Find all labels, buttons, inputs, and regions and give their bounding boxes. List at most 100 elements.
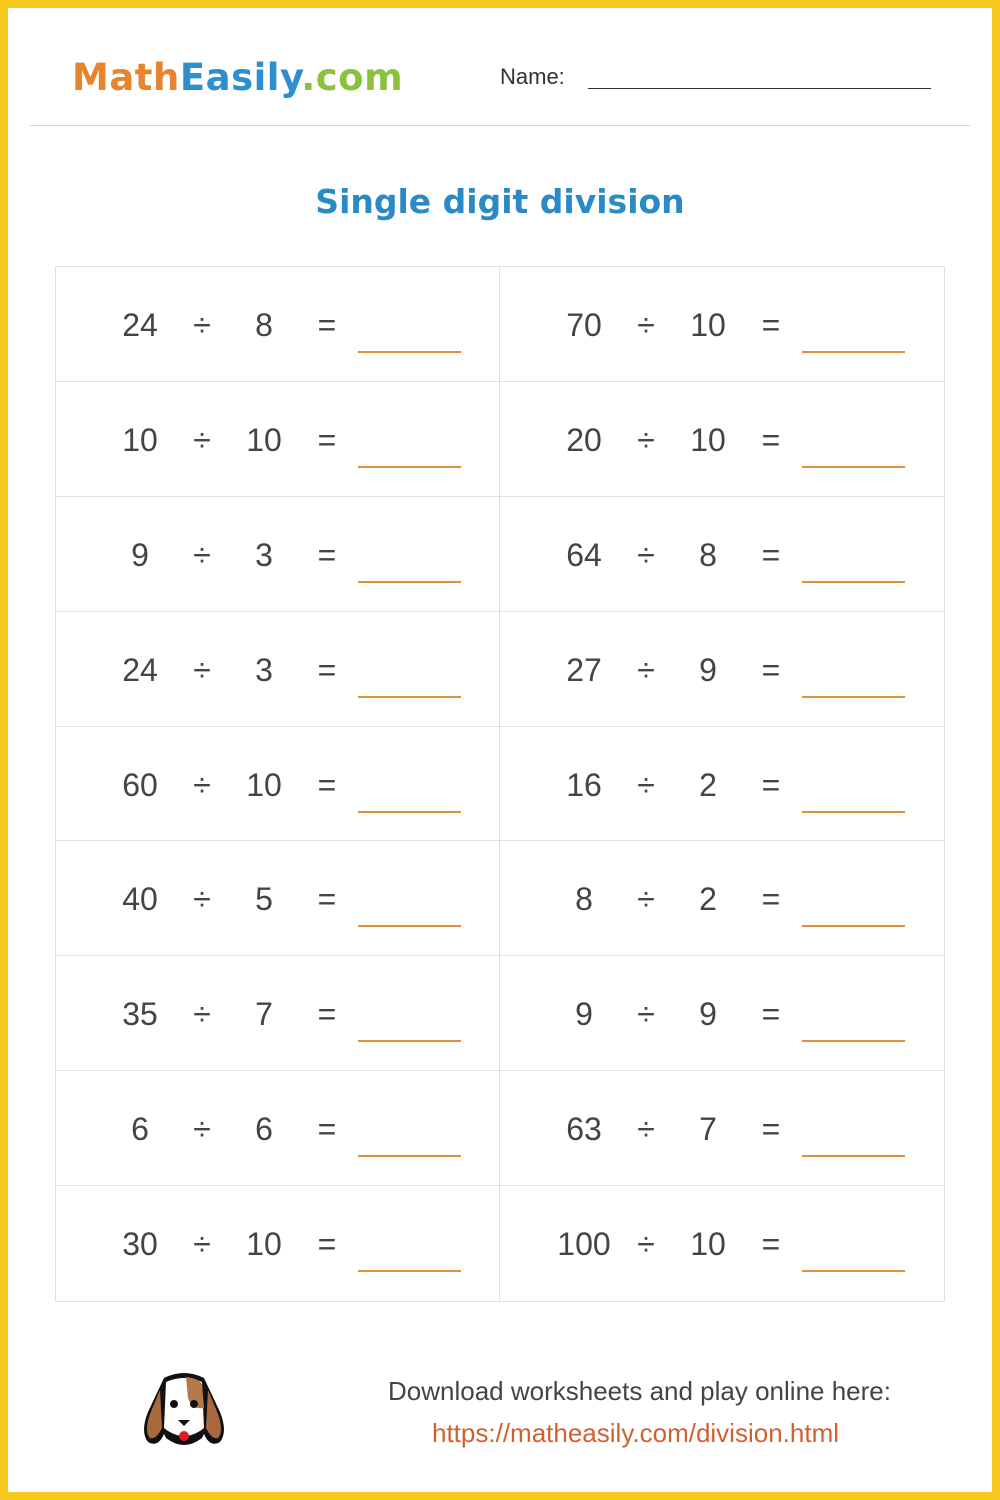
- answer-blank[interactable]: [802, 580, 905, 583]
- footer-link[interactable]: https://matheasily.com/division.html: [432, 1418, 839, 1448]
- problem-cell: 70 ÷ 10 =: [500, 267, 944, 382]
- divide-sign: ÷: [637, 1111, 655, 1148]
- equals-sign: =: [317, 1111, 337, 1148]
- equals-sign: =: [761, 651, 781, 688]
- divisor: 3: [255, 536, 273, 573]
- dividend: 70: [566, 307, 602, 343]
- divisor: 8: [255, 307, 273, 343]
- divisor: 10: [690, 1226, 726, 1263]
- dividend: 10: [122, 421, 158, 458]
- divide-sign: ÷: [193, 651, 211, 688]
- answer-blank[interactable]: [802, 1155, 905, 1158]
- equals-sign: =: [317, 881, 337, 918]
- problem-cell: 100 ÷ 10 =: [500, 1186, 944, 1301]
- dividend: 60: [122, 766, 158, 803]
- divisor: 7: [255, 996, 273, 1033]
- dividend: 64: [566, 536, 602, 573]
- name-field[interactable]: [588, 88, 931, 89]
- answer-blank[interactable]: [358, 695, 461, 698]
- equals-sign: =: [761, 536, 781, 573]
- divisor: 3: [255, 651, 273, 688]
- answer-blank[interactable]: [358, 1040, 461, 1043]
- problem-cell: 20 ÷ 10 =: [500, 382, 944, 497]
- problem-cell: 30 ÷ 10 =: [56, 1186, 500, 1301]
- logo-easily: Easily: [179, 56, 302, 99]
- divide-sign: ÷: [193, 1111, 211, 1148]
- footer-text: Download worksheets and play online here…: [388, 1376, 891, 1406]
- answer-blank[interactable]: [802, 925, 905, 928]
- problem-cell: 6 ÷ 6 =: [56, 1071, 500, 1187]
- equals-sign: =: [761, 766, 781, 803]
- equals-sign: =: [761, 881, 781, 918]
- divisor: 2: [699, 881, 717, 918]
- problem-cell: 27 ÷ 9 =: [500, 612, 944, 727]
- dividend: 8: [575, 881, 593, 918]
- divisor: 9: [699, 996, 717, 1033]
- problem-cell: 9 ÷ 3 =: [56, 496, 500, 612]
- answer-blank[interactable]: [358, 1155, 461, 1158]
- divisor: 9: [699, 651, 717, 688]
- problem-cell: 24 ÷ 8 =: [56, 267, 500, 382]
- answer-blank[interactable]: [802, 1270, 905, 1273]
- divide-sign: ÷: [193, 766, 211, 803]
- divide-sign: ÷: [193, 307, 211, 343]
- answer-blank[interactable]: [358, 351, 461, 353]
- problem-cell: 60 ÷ 10 =: [56, 726, 500, 842]
- dividend: 20: [566, 421, 602, 458]
- dividend: 24: [122, 307, 158, 343]
- equals-sign: =: [317, 996, 337, 1033]
- divide-sign: ÷: [637, 651, 655, 688]
- dividend: 40: [122, 881, 158, 918]
- problem-grid: 24 ÷ 8 = 70 ÷ 10 = 10 ÷ 10 = 20 ÷ 10 = 9 ÷ 3 = 64 ÷ 8 = 24 ÷ 3 = 27 ÷…: [55, 266, 945, 1302]
- equals-sign: =: [761, 307, 781, 343]
- divide-sign: ÷: [193, 421, 211, 458]
- divide-sign: ÷: [637, 881, 655, 918]
- problem-cell: 40 ÷ 5 =: [56, 841, 500, 957]
- divide-sign: ÷: [637, 536, 655, 573]
- divisor: 10: [246, 766, 282, 803]
- divisor: 7: [699, 1111, 717, 1148]
- divide-sign: ÷: [637, 996, 655, 1033]
- divisor: 5: [255, 881, 273, 918]
- divisor: 10: [246, 421, 282, 458]
- divide-sign: ÷: [637, 307, 655, 343]
- equals-sign: =: [317, 651, 337, 688]
- problem-cell: 64 ÷ 8 =: [500, 497, 944, 612]
- dividend: 9: [575, 996, 593, 1033]
- answer-blank[interactable]: [802, 351, 905, 353]
- problem-cell: 16 ÷ 2 =: [500, 727, 944, 842]
- divider: [30, 125, 970, 126]
- answer-blank[interactable]: [802, 465, 905, 468]
- logo-math: Math: [72, 56, 180, 99]
- divisor: 2: [699, 766, 717, 803]
- answer-blank[interactable]: [358, 465, 461, 468]
- answer-blank[interactable]: [358, 810, 461, 813]
- answer-blank[interactable]: [802, 810, 905, 813]
- divisor: 10: [246, 1226, 282, 1263]
- equals-sign: =: [317, 1226, 337, 1263]
- equals-sign: =: [761, 996, 781, 1033]
- equals-sign: =: [317, 307, 337, 343]
- problem-cell: 8 ÷ 2 =: [500, 841, 944, 957]
- problem-cell: 10 ÷ 10 =: [56, 381, 500, 497]
- dividend: 35: [122, 996, 158, 1033]
- problem-cell: 63 ÷ 7 =: [500, 1071, 944, 1187]
- equals-sign: =: [761, 421, 781, 458]
- divisor: 10: [690, 307, 726, 343]
- answer-blank[interactable]: [358, 580, 461, 583]
- equals-sign: =: [317, 421, 337, 458]
- equals-sign: =: [761, 1226, 781, 1263]
- divide-sign: ÷: [637, 1226, 655, 1263]
- divide-sign: ÷: [637, 766, 655, 803]
- dividend: 27: [566, 651, 602, 688]
- dog-icon: [144, 1373, 224, 1445]
- dividend: 16: [566, 766, 602, 803]
- equals-sign: =: [317, 536, 337, 573]
- answer-blank[interactable]: [358, 1270, 461, 1273]
- answer-blank[interactable]: [358, 925, 461, 928]
- problem-cell: 9 ÷ 9 =: [500, 956, 944, 1072]
- answer-blank[interactable]: [802, 1040, 905, 1043]
- divide-sign: ÷: [193, 881, 211, 918]
- divisor: 8: [699, 536, 717, 573]
- answer-blank[interactable]: [802, 695, 905, 698]
